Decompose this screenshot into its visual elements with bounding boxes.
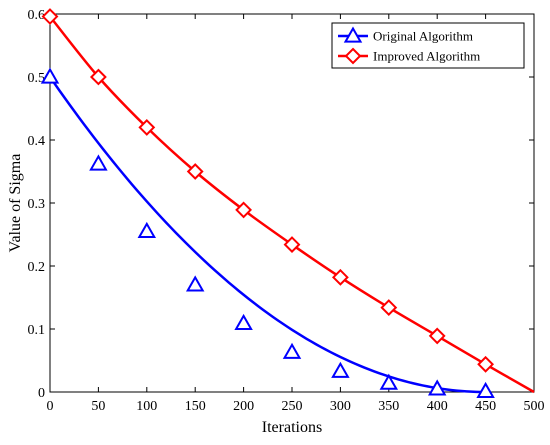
data-point-marker — [282, 342, 302, 359]
legend-box — [331, 22, 525, 69]
x-axis-title: Iterations — [262, 419, 322, 436]
x-tick-label: 450 — [475, 399, 496, 414]
plot-area — [49, 13, 535, 393]
y-tick-label: 0.5 — [28, 71, 46, 86]
x-tick-label: 0 — [47, 399, 54, 414]
data-point-marker — [41, 8, 59, 25]
legend-items: Original Algorithm Improved Algorithm — [338, 26, 480, 65]
y-tick-label: 0.6 — [28, 8, 46, 23]
data-point-marker — [380, 299, 398, 316]
data-point-marker — [428, 327, 446, 345]
data-point-marker — [234, 313, 253, 330]
data-point-marker — [379, 373, 399, 390]
data-point-marker — [137, 221, 157, 238]
data-point-marker — [40, 67, 60, 84]
x-tick-label: 50 — [91, 399, 105, 414]
data-point-marker — [186, 163, 204, 180]
data-point-marker — [89, 68, 107, 86]
x-tick-label: 300 — [330, 399, 351, 414]
series-line — [48, 76, 486, 394]
x-tick-label: 150 — [185, 399, 206, 414]
x-tick-label: 400 — [427, 399, 448, 414]
series-original-algorithm — [40, 67, 495, 398]
data-point-marker — [283, 236, 301, 253]
legend: Original Algorithm Improved Algorithm — [331, 22, 525, 69]
data-point-marker — [235, 201, 253, 219]
y-tick-label: 0.3 — [28, 197, 46, 212]
series-improved-algorithm — [41, 8, 535, 394]
x-tick-label: 100 — [136, 399, 157, 414]
y-axis-ticks: 0 0.1 0.2 0.3 0.4 0.5 0.6 — [28, 8, 534, 401]
data-point-marker — [89, 154, 108, 171]
x-axis-ticks: 0 50 100 150 200 250 300 350 400 450 500 — [47, 14, 545, 414]
data-point-marker — [476, 381, 495, 398]
legend-label: Improved Algorithm — [373, 49, 480, 64]
y-tick-label: 0.2 — [28, 260, 46, 275]
x-tick-label: 500 — [524, 399, 545, 414]
series-layer — [40, 8, 535, 398]
data-point-marker — [185, 275, 205, 292]
legend-marker — [343, 26, 363, 43]
data-point-marker — [138, 118, 156, 136]
data-point-marker — [427, 379, 447, 396]
y-tick-label: 0.1 — [28, 323, 46, 338]
data-point-marker — [331, 361, 350, 378]
y-axis-title: Value of Sigma — [7, 154, 24, 253]
x-tick-label: 200 — [233, 399, 254, 414]
x-tick-label: 250 — [282, 399, 303, 414]
y-tick-label: 0.4 — [28, 134, 46, 149]
legend-marker — [344, 47, 362, 65]
data-point-marker — [331, 268, 349, 286]
x-tick-label: 350 — [378, 399, 399, 414]
legend-label: Original Algorithm — [373, 29, 473, 44]
y-tick-label: 0 — [38, 386, 45, 401]
data-point-marker — [477, 355, 495, 373]
